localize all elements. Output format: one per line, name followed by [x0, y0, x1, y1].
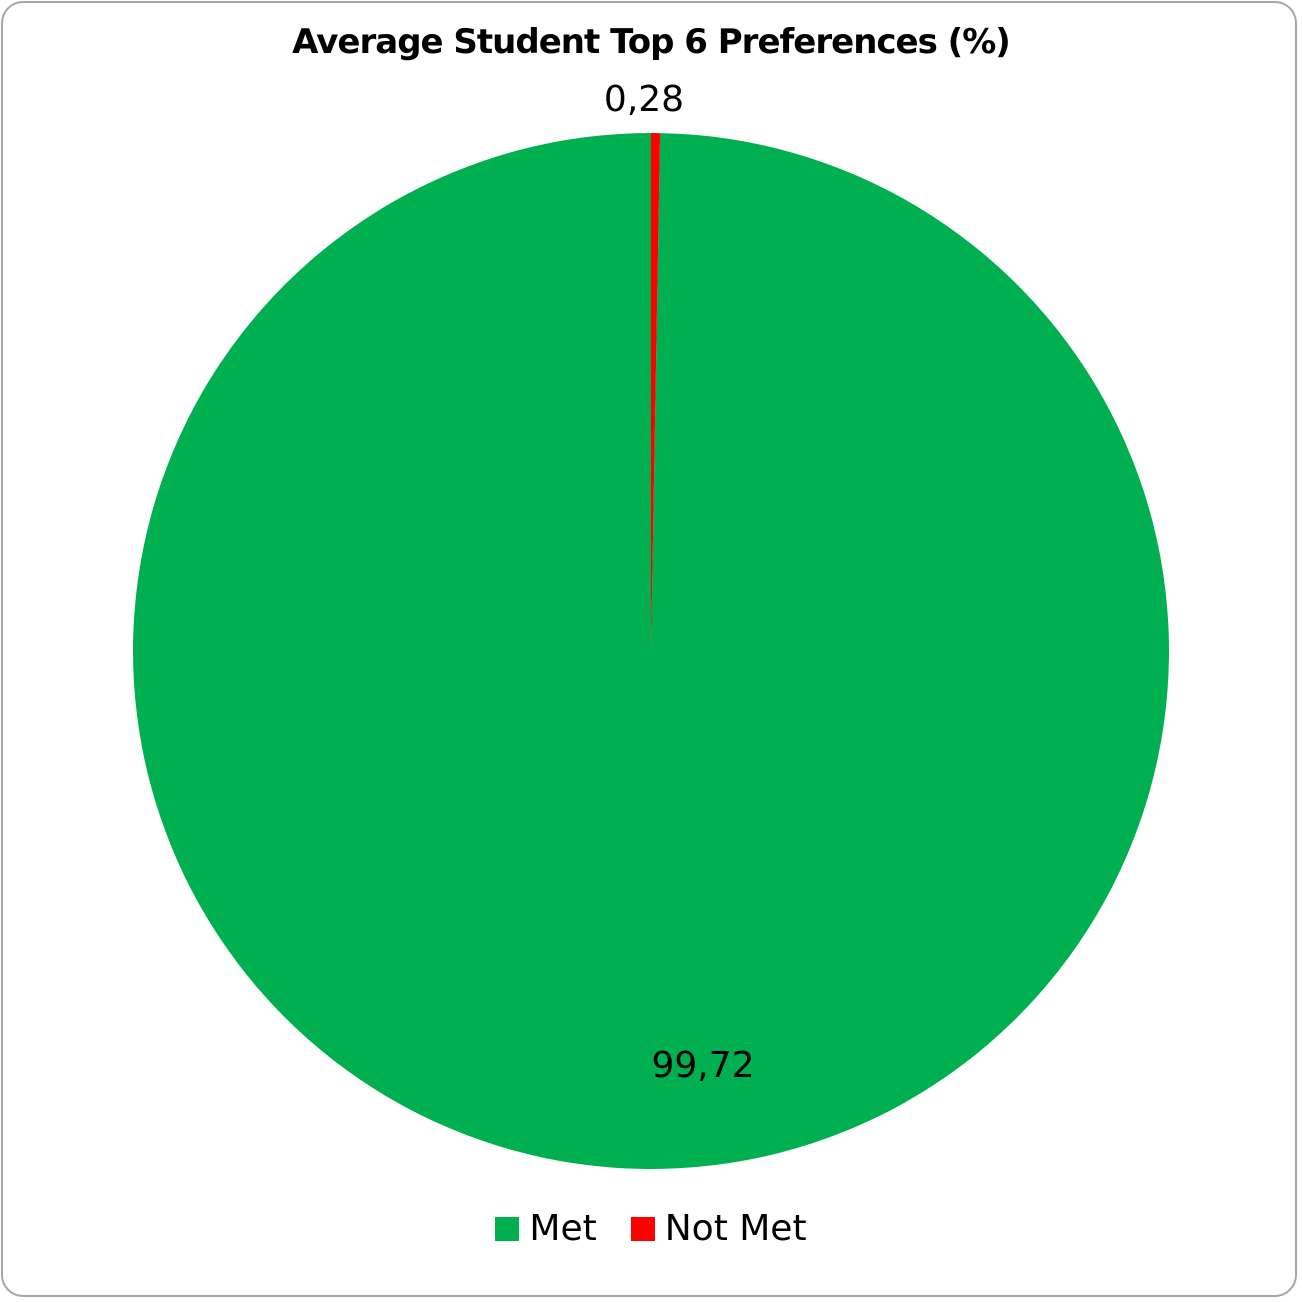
legend-item-not-met: Not Met: [630, 1208, 807, 1249]
data-label-not-met: 0,28: [604, 79, 684, 120]
chart-title: Average Student Top 6 Preferences (%): [292, 22, 1011, 62]
legend-label-met: Met: [529, 1208, 597, 1249]
data-label-met: 99,72: [651, 1045, 754, 1086]
legend-swatch-met: [495, 1216, 520, 1241]
pie-slice-met: [133, 133, 1170, 1169]
legend-label-not-met: Not Met: [664, 1208, 807, 1249]
legend-item-met: Met: [495, 1208, 597, 1249]
legend-swatch-not-met: [630, 1216, 655, 1241]
pie-slice-not-met: [651, 133, 661, 651]
legend: Met Not Met: [0, 1208, 1302, 1249]
